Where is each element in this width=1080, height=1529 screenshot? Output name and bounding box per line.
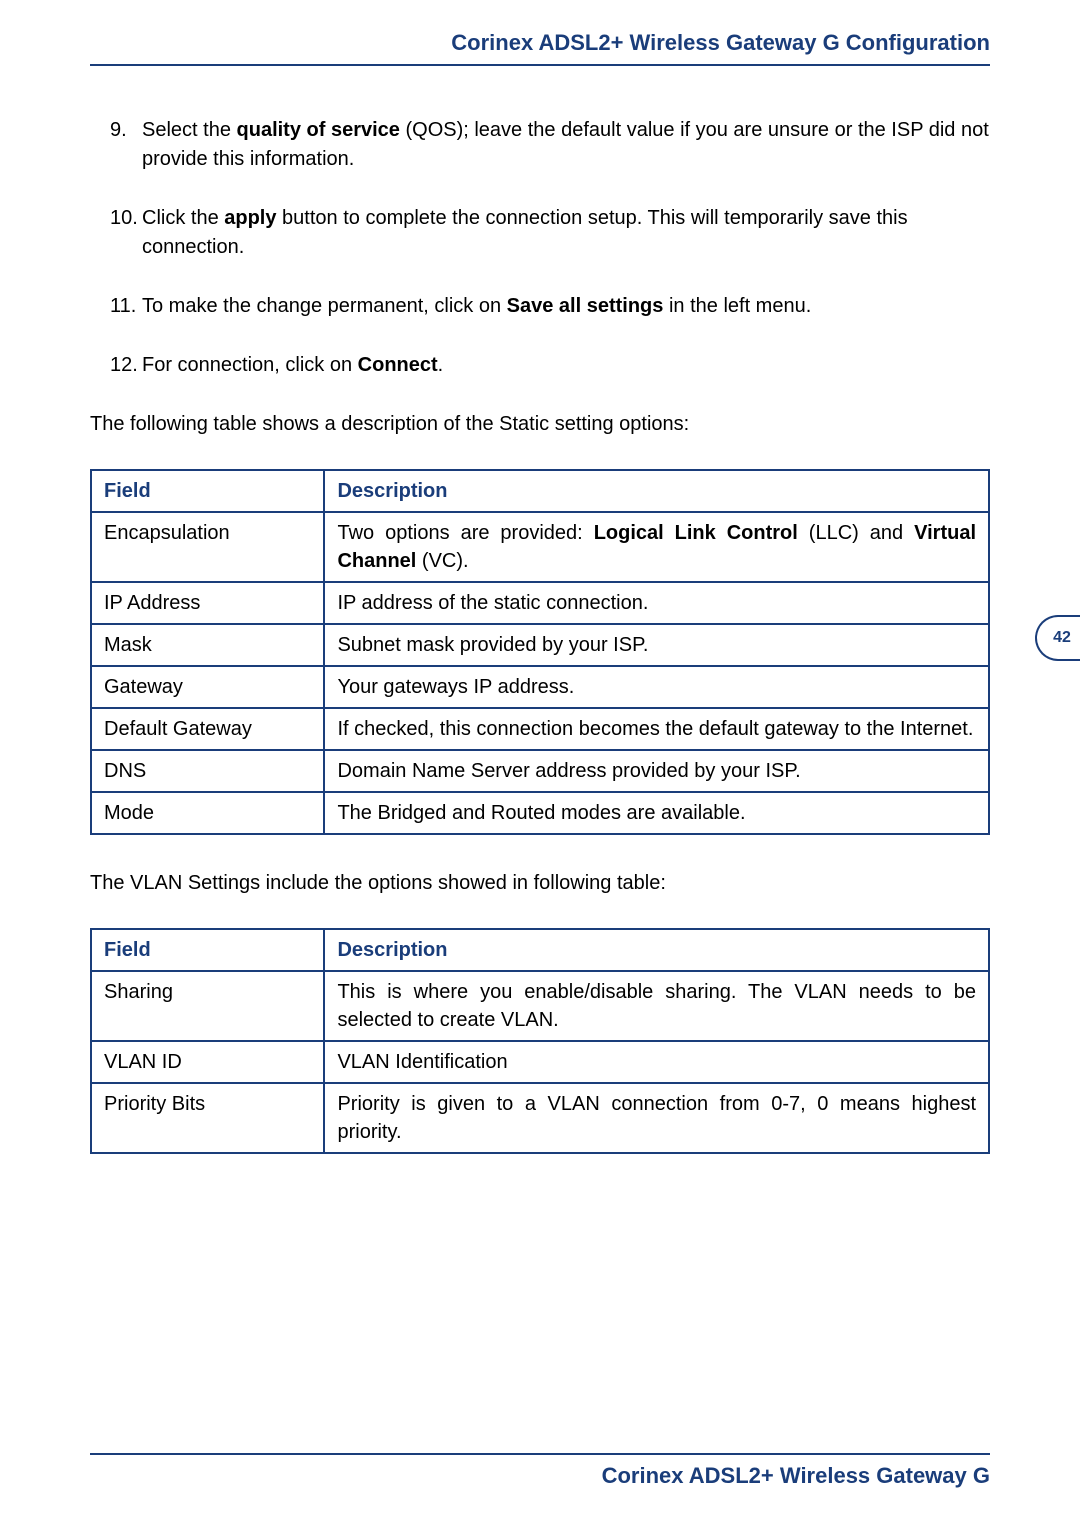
cell-desc: IP address of the static connection. bbox=[324, 582, 989, 624]
cell-field: IP Address bbox=[91, 582, 324, 624]
table-header-field: Field bbox=[91, 470, 324, 512]
table-row: Priority Bits Priority is given to a VLA… bbox=[91, 1083, 989, 1153]
table-header-desc: Description bbox=[324, 929, 989, 971]
cell-field: Encapsulation bbox=[91, 512, 324, 582]
cell-desc: The Bridged and Routed modes are availab… bbox=[324, 792, 989, 834]
cell-desc: Two options are provided: Logical Link C… bbox=[324, 512, 989, 582]
cell-desc: This is where you enable/disable sharing… bbox=[324, 971, 989, 1041]
item-number: 12. bbox=[110, 351, 138, 380]
item-text-prefix: Click the bbox=[142, 207, 224, 229]
item-number: 10. bbox=[110, 204, 138, 233]
item-text-bold: Save all settings bbox=[507, 295, 664, 317]
table-header-row: Field Description bbox=[91, 470, 989, 512]
item-text-bold: Connect bbox=[358, 354, 438, 376]
page-footer: Corinex ADSL2+ Wireless Gateway G bbox=[90, 1453, 990, 1489]
item-text-prefix: For connection, click on bbox=[142, 354, 358, 376]
cell-field: Mode bbox=[91, 792, 324, 834]
desc-post: (VC). bbox=[416, 550, 468, 572]
table-row: IP Address IP address of the static conn… bbox=[91, 582, 989, 624]
cell-field: Gateway bbox=[91, 666, 324, 708]
table-row: Gateway Your gateways IP address. bbox=[91, 666, 989, 708]
page-number-badge: 42 bbox=[1035, 615, 1080, 661]
cell-field: Default Gateway bbox=[91, 708, 324, 750]
cell-desc: If checked, this connection becomes the … bbox=[324, 708, 989, 750]
item-number: 11. bbox=[110, 292, 136, 321]
cell-desc: VLAN Identification bbox=[324, 1041, 989, 1083]
footer-title: Corinex ADSL2+ Wireless Gateway G bbox=[602, 1463, 990, 1488]
item-text-prefix: To make the change permanent, click on bbox=[142, 295, 507, 317]
table-row: VLAN ID VLAN Identification bbox=[91, 1041, 989, 1083]
table-row: Sharing This is where you enable/disable… bbox=[91, 971, 989, 1041]
header-title: Corinex ADSL2+ Wireless Gateway G Config… bbox=[451, 30, 990, 55]
item-text-mid: in the left menu. bbox=[663, 295, 811, 317]
instruction-list: 9. Select the quality of service (QOS); … bbox=[110, 116, 990, 380]
item-text-bold: quality of service bbox=[237, 119, 400, 141]
table-row: DNS Domain Name Server address provided … bbox=[91, 750, 989, 792]
table2-intro: The VLAN Settings include the options sh… bbox=[90, 869, 990, 898]
list-item: 10. Click the apply button to complete t… bbox=[110, 204, 990, 262]
desc-pre: Two options are provided: bbox=[337, 522, 593, 544]
item-number: 9. bbox=[110, 116, 127, 145]
item-text-bold: apply bbox=[224, 207, 276, 229]
table-header-field: Field bbox=[91, 929, 324, 971]
page-header: Corinex ADSL2+ Wireless Gateway G Config… bbox=[90, 30, 990, 66]
static-settings-table: Field Description Encapsulation Two opti… bbox=[90, 469, 990, 835]
document-page: Corinex ADSL2+ Wireless Gateway G Config… bbox=[0, 0, 1080, 1529]
table-row: Encapsulation Two options are provided: … bbox=[91, 512, 989, 582]
cell-field: VLAN ID bbox=[91, 1041, 324, 1083]
table-header-desc: Description bbox=[324, 470, 989, 512]
table-row: Mode The Bridged and Routed modes are av… bbox=[91, 792, 989, 834]
cell-field: Priority Bits bbox=[91, 1083, 324, 1153]
cell-field: Sharing bbox=[91, 971, 324, 1041]
item-text-mid: . bbox=[438, 354, 444, 376]
cell-desc: Priority is given to a VLAN connection f… bbox=[324, 1083, 989, 1153]
list-item: 11. To make the change permanent, click … bbox=[110, 292, 990, 321]
page-number: 42 bbox=[1053, 629, 1071, 647]
cell-field: DNS bbox=[91, 750, 324, 792]
table-row: Mask Subnet mask provided by your ISP. bbox=[91, 624, 989, 666]
table-header-row: Field Description bbox=[91, 929, 989, 971]
table-row: Default Gateway If checked, this connect… bbox=[91, 708, 989, 750]
cell-desc: Your gateways IP address. bbox=[324, 666, 989, 708]
item-text-prefix: Select the bbox=[142, 119, 237, 141]
desc-bold: Logical Link Control bbox=[594, 522, 798, 544]
list-item: 9. Select the quality of service (QOS); … bbox=[110, 116, 990, 174]
desc-mid: (LLC) and bbox=[798, 522, 914, 544]
vlan-settings-table: Field Description Sharing This is where … bbox=[90, 928, 990, 1154]
cell-desc: Domain Name Server address provided by y… bbox=[324, 750, 989, 792]
cell-desc: Subnet mask provided by your ISP. bbox=[324, 624, 989, 666]
cell-field: Mask bbox=[91, 624, 324, 666]
table1-intro: The following table shows a description … bbox=[90, 410, 990, 439]
list-item: 12. For connection, click on Connect. bbox=[110, 351, 990, 380]
